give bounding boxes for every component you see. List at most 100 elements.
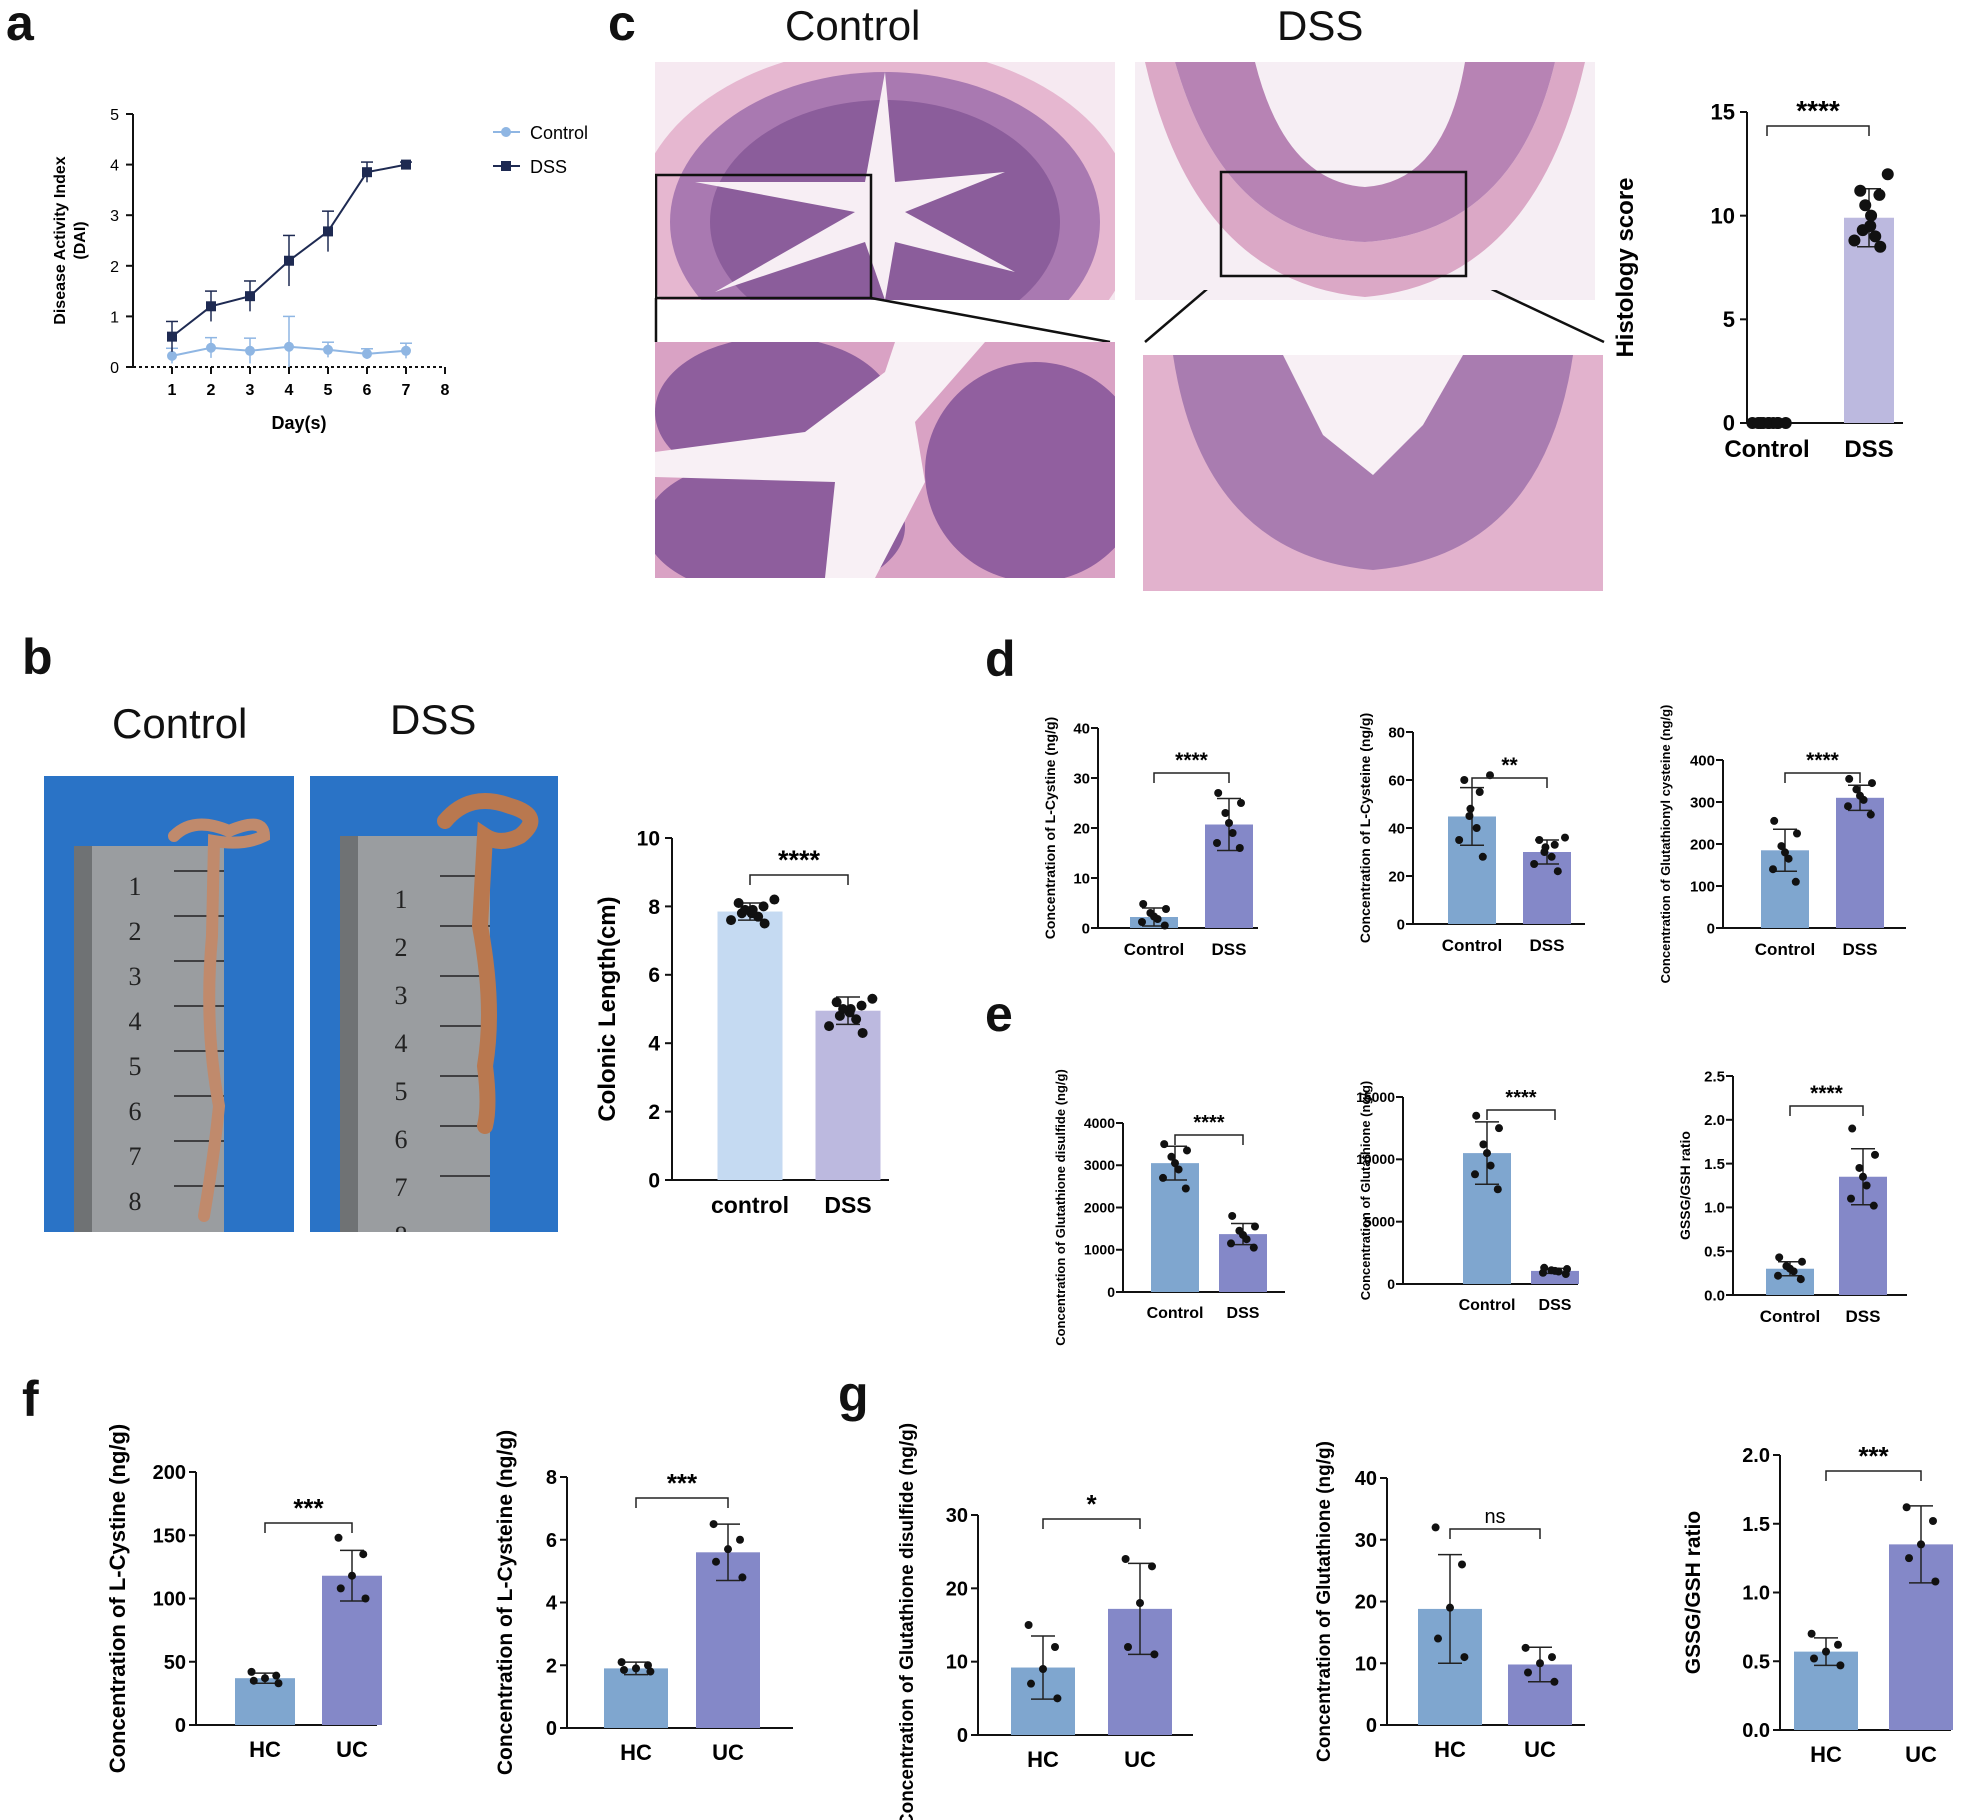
data-point (1869, 230, 1882, 243)
data-point (617, 1658, 626, 1667)
data-point (1917, 1540, 1925, 1549)
data-point (759, 918, 770, 929)
data-point (1845, 774, 1854, 783)
data-point (724, 1545, 732, 1554)
data-point (1550, 1677, 1559, 1686)
colon-photo-title-control: Control (112, 700, 248, 747)
y-tick-label: 1.0 (1704, 1200, 1725, 1217)
data-point (1471, 1170, 1479, 1179)
y-tick-label: 40 (1355, 1468, 1377, 1490)
y-axis-label: Concentration of L-Cystine (ng/g) (1042, 717, 1058, 939)
series-Control (166, 315, 412, 367)
data-point (361, 1594, 370, 1603)
x-tick-label: 3 (246, 382, 255, 399)
category-label-HC: HC (1027, 1747, 1059, 1772)
data-point (1431, 1523, 1440, 1532)
y-tick-label: 2 (110, 259, 119, 276)
y-axis-label: Concentration of Glutathione disulfide (… (1053, 1069, 1068, 1346)
data-point (857, 1027, 868, 1038)
data-point (1160, 921, 1169, 930)
data-point (1848, 234, 1861, 247)
data-point (1848, 1124, 1857, 1133)
data-point (1774, 1271, 1782, 1280)
data-point (1053, 1694, 1062, 1703)
data-point (1024, 1621, 1033, 1629)
y-tick-label: 10 (1355, 1653, 1377, 1675)
data-point (1784, 854, 1793, 863)
category-label-DSS: DSS (824, 1192, 871, 1218)
category-label-UC: UC (336, 1737, 368, 1762)
data-point (167, 331, 177, 342)
y-axis-label: Concentration of L-Cysteine (ng/g) (494, 1430, 517, 1775)
significance-bracket (1042, 1518, 1141, 1529)
y-tick-label: 0 (1082, 920, 1090, 937)
y-tick-label: 4000 (1084, 1115, 1115, 1131)
data-point (206, 342, 216, 353)
y-tick-label: 1 (110, 309, 119, 326)
significance-bracket (264, 1522, 353, 1533)
y-tick-label: 10 (1073, 870, 1090, 887)
y-tick-label: 0 (957, 1725, 968, 1747)
data-point (632, 1664, 640, 1673)
chart-e1: 0 1000 2000 3000 4000 Concentration of Glutat… (1053, 1069, 1285, 1346)
data-point (1160, 1140, 1169, 1149)
significance-label: **** (1810, 1082, 1844, 1105)
data-point (1139, 900, 1148, 908)
data-point (644, 1661, 652, 1670)
histology-image-dss-zoom (1143, 355, 1603, 591)
category-label-Control: Control (1724, 436, 1809, 463)
significance-bracket (1153, 772, 1230, 783)
data-point (1561, 833, 1569, 842)
data-point (1251, 1222, 1259, 1231)
x-tick-label: 4 (285, 382, 294, 399)
y-tick-label: 0 (175, 1715, 186, 1737)
data-point (1228, 829, 1237, 837)
y-tick-label: 8 (648, 896, 660, 919)
significance-label: **** (1193, 1112, 1224, 1134)
y-tick-label: 20 (1355, 1592, 1377, 1614)
y-tick-label: 400 (1690, 752, 1715, 769)
category-label-Control: Control (1459, 1297, 1516, 1314)
y-axis-label: Colonic Length(cm) (594, 896, 621, 1121)
data-point (1027, 1679, 1035, 1688)
y-axis-label: GSSG/GSH ratio (1677, 1131, 1693, 1240)
y-tick-label: 1000 (1084, 1242, 1115, 1258)
chart-d1: 0 10 20 30 40 Concentration of L-Cystine (ng/… (1042, 717, 1258, 959)
significance-label: *** (293, 1493, 324, 1523)
data-point (1796, 1275, 1805, 1284)
y-axis-label: Disease Activity Index (DAI) (52, 156, 89, 324)
data-point (1455, 836, 1464, 844)
data-point (401, 345, 411, 356)
data-point (1138, 918, 1146, 926)
data-point (1793, 829, 1801, 838)
y-tick-label: 10 (946, 1652, 968, 1674)
data-point (1136, 1599, 1144, 1607)
bar-HC (235, 1678, 295, 1725)
data-point (1237, 799, 1245, 807)
y-tick-label: 200 (153, 1462, 186, 1484)
data-point (1770, 816, 1779, 825)
y-tick-label: 0 (648, 1169, 660, 1192)
significance-label: **** (1806, 749, 1840, 772)
chart-g2: 0 10 20 30 40 Concentration of Glutathione (n… (1314, 1441, 1585, 1762)
y-axis-label: GSSG/GSH ratio (1682, 1511, 1705, 1674)
category-label-UC: UC (1905, 1742, 1937, 1767)
category-label-Control: Control (1124, 940, 1184, 959)
y-tick-label: 1.0 (1742, 1583, 1770, 1605)
x-tick-label: 8 (441, 382, 450, 399)
y-tick-label: 3000 (1084, 1157, 1115, 1173)
y-tick-label: 100 (1690, 878, 1715, 895)
significance-label: ns (1484, 1506, 1505, 1528)
chart-g3: 0.0 0.5 1.0 1.5 2.0 GSSG/GSH ratio HC UC *** (1682, 1441, 1953, 1767)
y-tick-label: 20 (946, 1578, 968, 1600)
chart-f2: 0 2 4 6 8 Concentration of L-Cysteine (ng/g) H… (494, 1430, 793, 1775)
data-point (323, 226, 333, 237)
y-tick-label: 10 (1711, 203, 1735, 228)
data-point (845, 1004, 856, 1014)
data-point (336, 1584, 345, 1593)
significance-bracket (1789, 1105, 1864, 1116)
data-point (736, 1535, 744, 1544)
data-point (1460, 1653, 1469, 1662)
category-label-DSS: DSS (1846, 1307, 1881, 1326)
data-point (769, 894, 780, 905)
